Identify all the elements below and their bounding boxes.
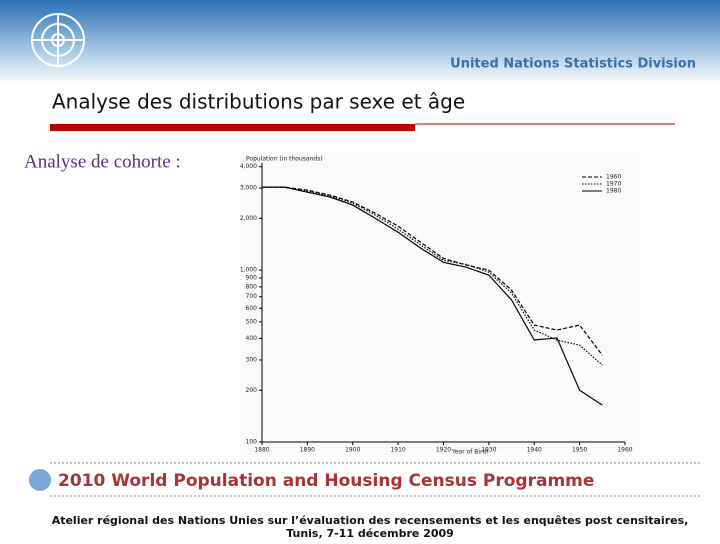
x-tick-label: 1910 [390,447,405,454]
y-tick-label: 600 [246,305,258,312]
series-line [262,186,603,406]
y-tick-label: 1,000 [240,267,257,274]
y-tick-label: 800 [246,283,258,290]
x-tick-label: 1960 [617,447,632,454]
banner-logo [29,469,51,491]
legend-label: 1980 [606,188,621,195]
x-tick-label: 1880 [254,447,269,454]
x-tick-label: 1900 [345,447,360,454]
series-line [262,186,603,366]
footer-line: Atelier régional des Nations Unies sur l… [52,514,689,527]
y-axis-title: Population (in thousands) [246,156,323,163]
y-tick-label: 4,000 [240,163,257,170]
y-tick-label: 400 [246,335,258,342]
chart-frame [240,152,640,455]
y-tick-label: 3,000 [240,185,257,192]
subtitle: Analyse de cohorte : [24,151,181,172]
x-tick-label: 1920 [436,447,451,454]
series-line [262,186,603,356]
y-tick-label: 100 [246,439,258,446]
x-tick-label: 1890 [300,447,315,454]
slide-title: Analyse des distributions par sexe et âg… [52,90,465,114]
banner: 2010 World Population and Housing Census… [58,471,594,491]
y-tick-label: 2,000 [240,215,257,222]
y-tick-label: 300 [246,356,258,363]
y-tick-label: 900 [246,274,258,281]
y-tick-label: 500 [246,318,258,325]
y-tick-label: 200 [246,387,258,394]
footer-line: Tunis, 7-11 décembre 2009 [286,527,454,540]
y-tick-label: 700 [246,293,258,300]
x-axis-title: Year of Birth [451,449,489,456]
legend-label: 1970 [606,181,621,188]
header-band [0,0,720,85]
organization: United Nations Statistics Division [450,57,696,72]
x-tick-label: 1950 [572,447,587,454]
un-logo [31,13,85,67]
x-tick-label: 1940 [527,447,542,454]
legend-label: 1960 [606,174,621,181]
x-tick-label: 1930 [481,447,496,454]
title-rule [50,124,415,131]
